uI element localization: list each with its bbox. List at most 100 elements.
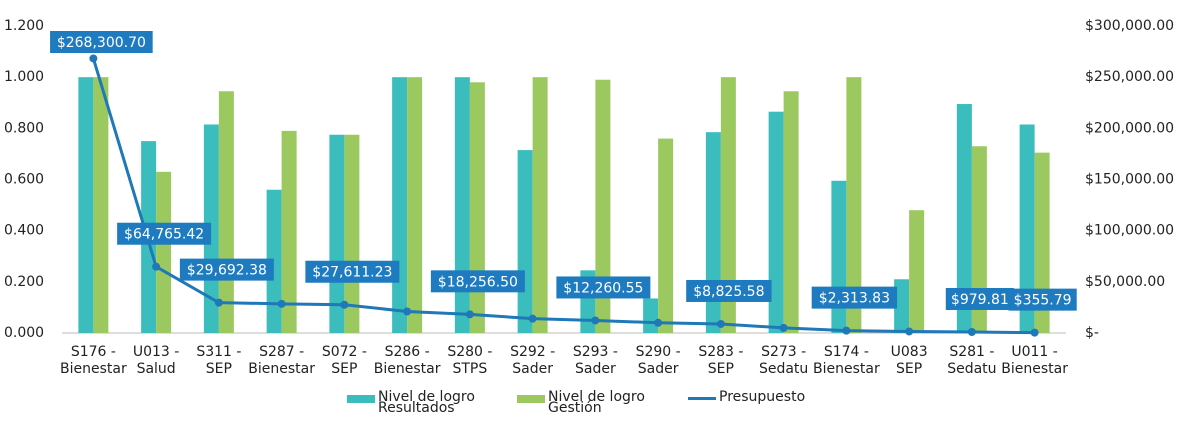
- line-point: [1030, 328, 1039, 337]
- bar: [643, 298, 659, 333]
- x-tick-line: S174 -: [824, 344, 869, 360]
- data-label-box: [945, 287, 1014, 310]
- bar: [783, 91, 799, 333]
- y-tick-label: 0.200: [4, 274, 44, 290]
- x-tick-line: S287 -: [259, 344, 304, 360]
- legend-item: Nivel de logro Gestión: [517, 390, 653, 415]
- bar: [720, 77, 736, 334]
- x-tick-line: S293 -: [573, 344, 618, 360]
- y2-tick-label: $200,000.00: [1085, 120, 1174, 136]
- bar: [218, 91, 234, 333]
- legend-swatch: [688, 397, 716, 400]
- line-point: [340, 300, 349, 309]
- line-point: [654, 318, 663, 327]
- line-point: [591, 316, 600, 325]
- line-point: [967, 327, 976, 336]
- bar: [454, 77, 470, 334]
- x-tick-line: Sedatu: [759, 361, 808, 377]
- data-label-box: [686, 279, 772, 302]
- x-tick-label: U011 -Bienestar: [1001, 344, 1068, 377]
- y-tick-label: 0.800: [4, 120, 44, 136]
- x-tick-line: Bienestar: [1001, 361, 1068, 377]
- bar: [469, 82, 485, 334]
- x-tick-line: SEP: [708, 361, 734, 377]
- x-tick-line: Bienestar: [248, 361, 315, 377]
- y2-tick-label: $-: [1085, 325, 1099, 341]
- line-point: [779, 323, 788, 332]
- data-label: $8,825.58: [693, 284, 764, 300]
- data-label-box: [305, 260, 400, 283]
- bar: [971, 146, 987, 333]
- line-point: [716, 319, 725, 328]
- data-label: $64,765.42: [124, 227, 204, 243]
- x-tick-label: S290 -Sader: [636, 344, 681, 377]
- line-point: [152, 262, 161, 271]
- bar: [894, 279, 910, 333]
- data-label-box: [430, 270, 525, 293]
- bar: [658, 138, 674, 333]
- line-point: [528, 314, 537, 323]
- x-tick-line: U083: [891, 344, 928, 360]
- x-tick-label: S176 -Bienestar: [60, 344, 127, 377]
- bar: [705, 132, 721, 333]
- bar: [768, 111, 784, 334]
- x-tick-line: S290 -: [636, 344, 681, 360]
- line-point: [842, 326, 851, 335]
- x-tick-line: S280 -: [447, 344, 492, 360]
- data-label: $29,692.38: [187, 263, 267, 279]
- x-tick-label: U013 -Salud: [133, 344, 179, 377]
- y2-tick-label: $150,000.00: [1085, 172, 1174, 188]
- bar: [281, 130, 297, 333]
- x-tick-line: S286 -: [385, 344, 430, 360]
- bar: [909, 210, 925, 333]
- line-point: [277, 299, 286, 308]
- x-tick-line: Bienestar: [813, 361, 880, 377]
- x-tick-label: S311 -SEP: [196, 344, 241, 377]
- x-tick-label: S281 -Sedatu: [947, 344, 996, 377]
- x-tick-line: Bienestar: [374, 361, 441, 377]
- x-tick-line: SEP: [331, 361, 357, 377]
- bar: [329, 134, 345, 333]
- data-label-box: [556, 276, 651, 299]
- x-tick-line: U013 -: [133, 344, 179, 360]
- y-tick-label: 1.000: [4, 69, 44, 85]
- line-point: [214, 298, 223, 307]
- x-tick-line: S176 -: [71, 344, 116, 360]
- x-tick-label: S280 -STPS: [447, 344, 492, 377]
- x-tick-line: Sedatu: [947, 361, 996, 377]
- bar: [407, 77, 423, 334]
- bar: [1034, 152, 1050, 333]
- x-tick-label: S292 -Sader: [510, 344, 555, 377]
- x-tick-label: S293 -Sader: [573, 344, 618, 377]
- data-label-box: [1008, 288, 1077, 311]
- y2-tick-label: $100,000.00: [1085, 223, 1174, 239]
- bar: [344, 134, 360, 333]
- line-point: [89, 54, 98, 63]
- bar: [392, 77, 408, 334]
- x-tick-label: S273 -Sedatu: [759, 344, 808, 377]
- legend-label: Nivel de logro Resultados: [378, 389, 475, 416]
- x-tick-label: S287 -Bienestar: [248, 344, 315, 377]
- x-tick-line: Bienestar: [60, 361, 127, 377]
- legend-swatch: [347, 395, 375, 403]
- data-label: $18,256.50: [438, 274, 518, 290]
- bar: [595, 79, 611, 333]
- bar: [831, 180, 847, 333]
- data-label: $2,313.83: [819, 291, 890, 307]
- x-tick-line: S273 -: [761, 344, 806, 360]
- y2-tick-label: $50,000.00: [1085, 274, 1165, 290]
- data-label: $355.79: [1014, 293, 1072, 309]
- data-label-box: [179, 258, 274, 281]
- line-point: [905, 327, 914, 336]
- x-tick-label: S283 -SEP: [698, 344, 743, 377]
- data-label-box: [117, 222, 212, 245]
- y-tick-label: 0.600: [4, 172, 44, 188]
- x-tick-line: S072 -: [322, 344, 367, 360]
- x-tick-line: Sader: [638, 361, 679, 377]
- legend-label: Presupuesto: [719, 389, 806, 405]
- y-tick-label: 0.000: [4, 325, 44, 341]
- bar: [266, 189, 282, 333]
- x-tick-line: SEP: [206, 361, 232, 377]
